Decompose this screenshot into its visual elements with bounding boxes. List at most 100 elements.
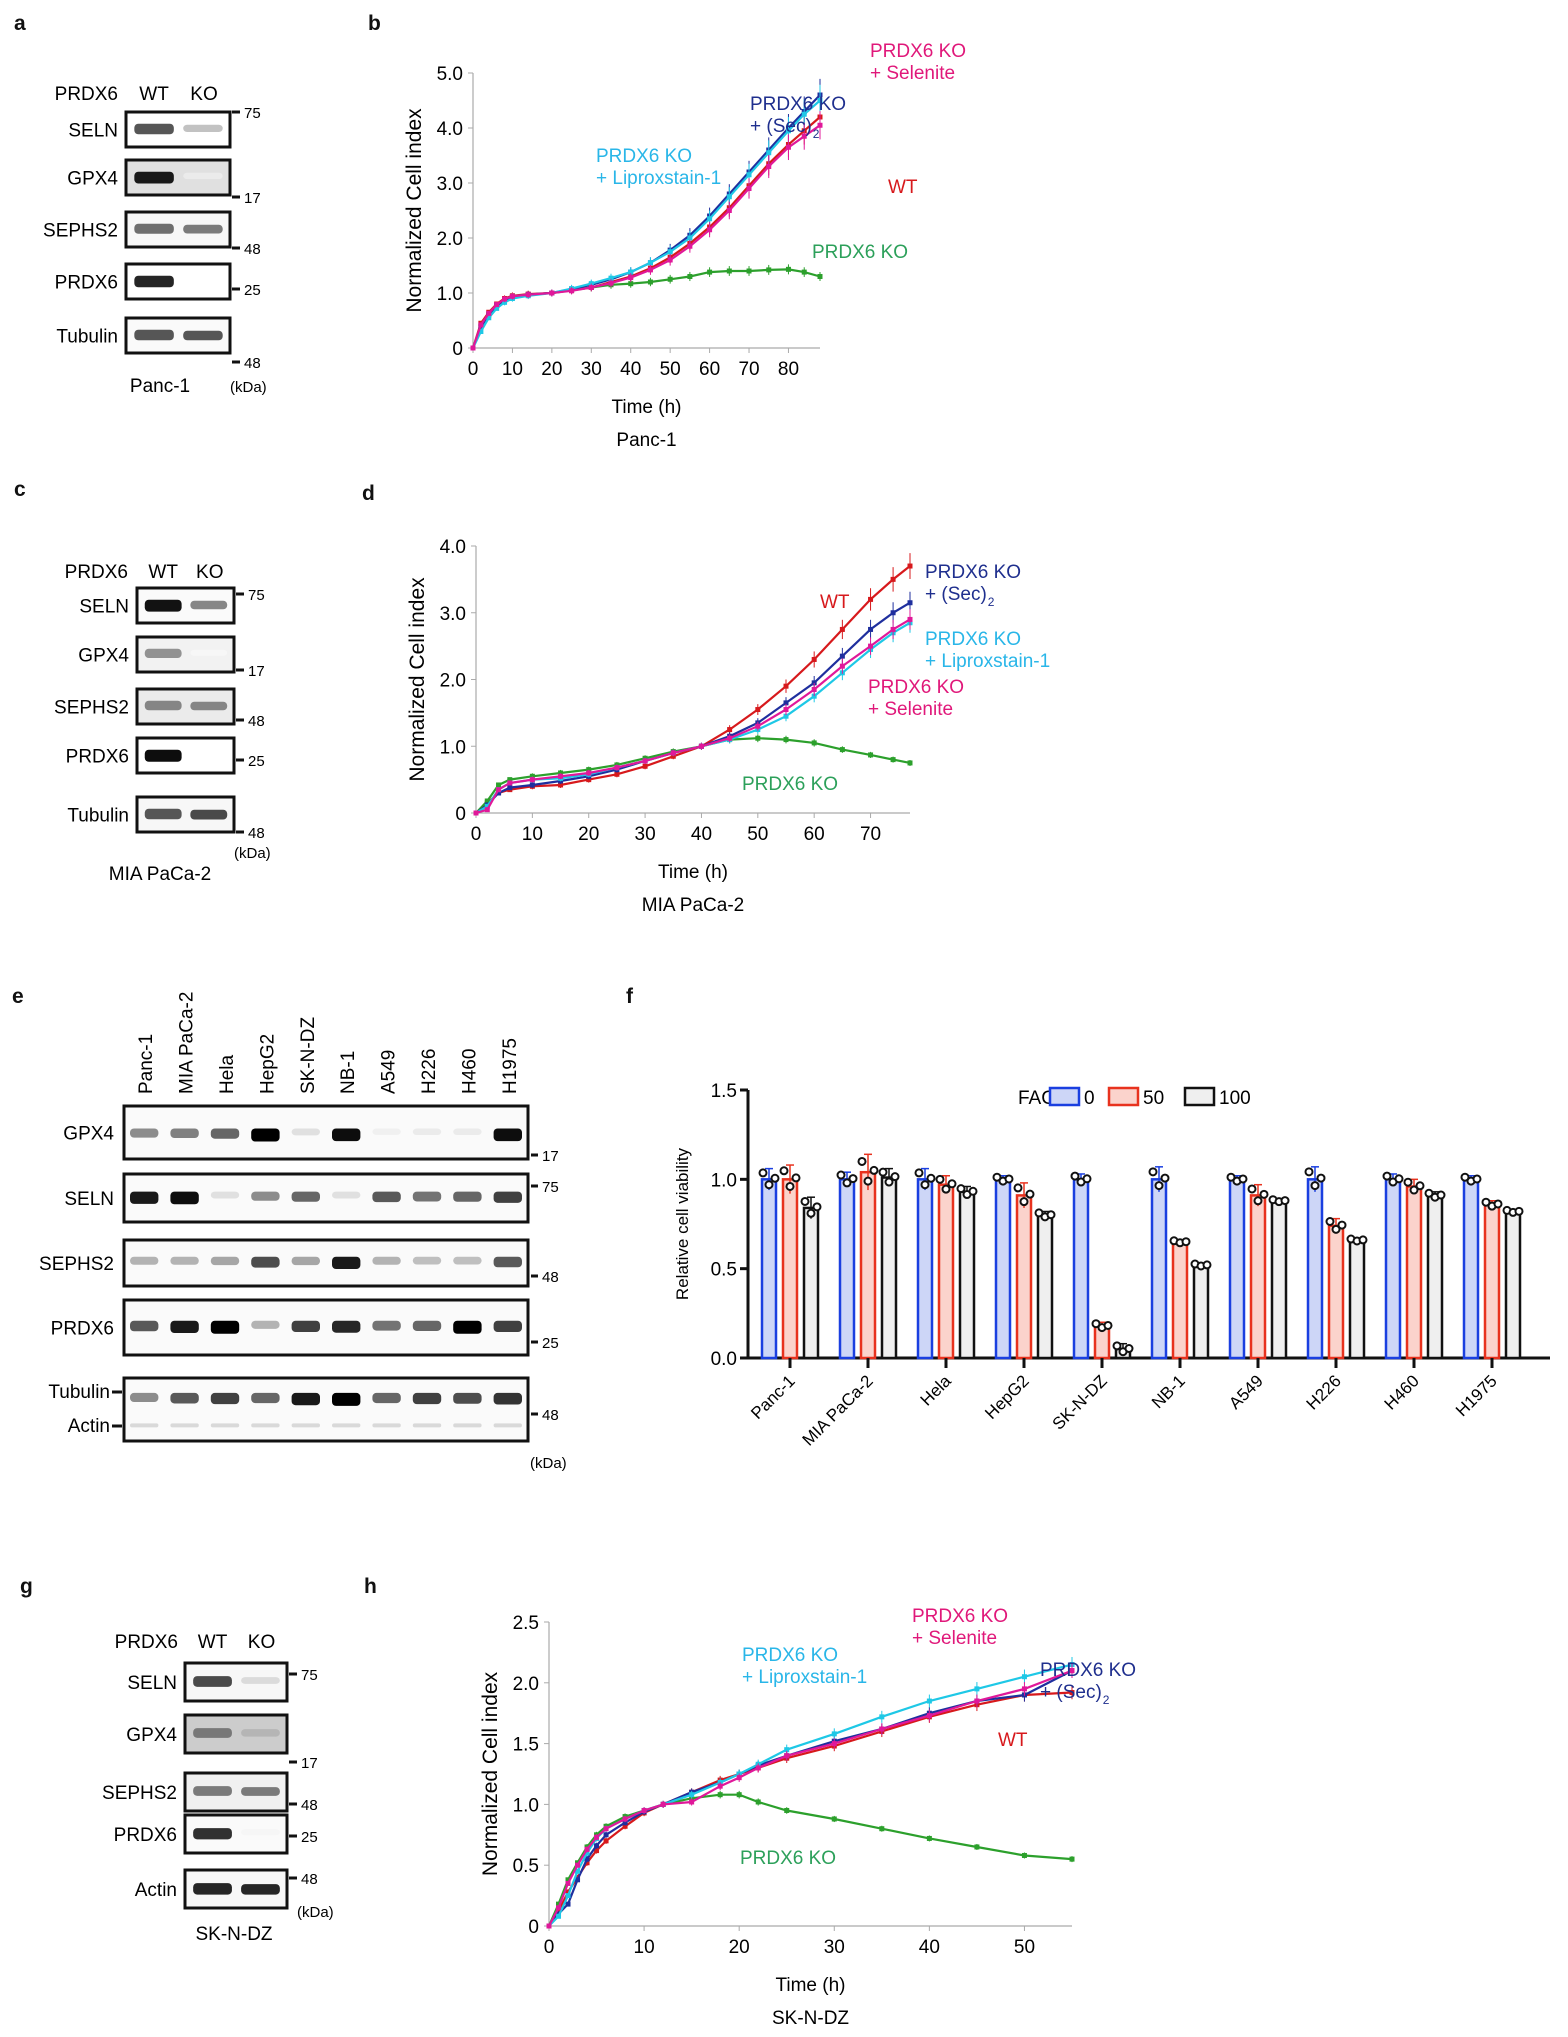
band <box>130 1128 159 1138</box>
replicate-point <box>791 1173 801 1183</box>
data-point <box>575 1868 581 1874</box>
legend-label-0: 0 <box>1084 1088 1095 1109</box>
chart-d: 0 1.0 2.0 3.0 4.0 0 10 20 30 40 50 60 70 Time (h) MIA … <box>406 537 1050 916</box>
band-actin <box>412 1423 442 1428</box>
bar-0-sk-n-dz <box>1072 1178 1090 1360</box>
x-tick-label: 0 <box>471 824 482 845</box>
blot-strip <box>122 1376 530 1443</box>
protein-label: Actin <box>68 1416 110 1437</box>
band <box>251 1392 280 1404</box>
replicate-point <box>1238 1174 1248 1184</box>
panel-letter-a: a <box>14 12 26 35</box>
y-tick-label: 1.0 <box>711 1170 737 1191</box>
x-tick-label: 80 <box>778 359 799 380</box>
band-ko <box>241 1729 280 1737</box>
replicate-point <box>857 1156 867 1166</box>
band-wt <box>134 223 174 234</box>
band-ko <box>241 1829 280 1836</box>
x-tick-label: 10 <box>502 359 523 380</box>
bar-50-nb-1 <box>1171 1240 1189 1360</box>
y-axis-label: Normalized Cell index <box>479 1671 502 1876</box>
chart-title: MIA PaCa-2 <box>642 895 744 916</box>
mw-marker-label: 25 <box>248 753 265 770</box>
panel-letter-c: c <box>14 478 26 501</box>
band-wt <box>134 329 174 341</box>
band-actin <box>251 1423 280 1428</box>
series-annotation: PRDX6 KO <box>596 146 692 167</box>
protein-label: PRDX6 <box>55 273 118 294</box>
x-tick-label: 0 <box>544 1937 555 1958</box>
x-axis-label: Time (h) <box>658 862 728 883</box>
band <box>170 1392 199 1404</box>
series-annotation: PRDX6 KO <box>925 629 1021 650</box>
lane-label: H226 <box>419 1049 440 1094</box>
y-tick-label: 0.5 <box>711 1260 737 1281</box>
x-tick-label: H1975 <box>1452 1371 1501 1420</box>
blot-group-e: Panc-1 MIA PaCa-2 Hela HepG2 SK-N-DZ NB-1 A549… <box>39 992 567 1472</box>
protein-label: Tubulin <box>48 1382 110 1403</box>
bar-0-panc-1 <box>760 1178 778 1360</box>
data-point <box>470 345 476 351</box>
x-tick-label: 10 <box>522 824 543 845</box>
replicate-point <box>1082 1174 1092 1184</box>
bar-100-nb-1 <box>1192 1263 1210 1360</box>
x-tick-label: 20 <box>541 359 562 380</box>
lane-label-ko: KO <box>190 84 217 105</box>
series-annotation: PRDX6 KO <box>870 41 966 62</box>
replicate-point <box>890 1172 900 1182</box>
y-tick-label: 0 <box>528 1917 539 1938</box>
bar-100-h460 <box>1426 1194 1444 1360</box>
mw-marker-label: 25 <box>542 1335 559 1352</box>
y-tick-label: 1.0 <box>437 284 463 305</box>
protein-label: SELN <box>127 1673 177 1694</box>
x-axis-label: Time (h) <box>775 1975 845 1996</box>
x-tick-label: 20 <box>578 824 599 845</box>
data-point <box>575 1877 581 1883</box>
band-ko <box>183 172 223 180</box>
replicate-point <box>947 1179 957 1189</box>
data-point <box>565 1880 571 1886</box>
x-tick-label: 0 <box>468 359 479 380</box>
x-tick-label: HepG2 <box>981 1371 1033 1423</box>
subscript: 2 <box>1103 1693 1110 1707</box>
bar-100-h1975 <box>1504 1210 1522 1360</box>
band-actin <box>493 1423 522 1428</box>
mw-marker-label: 48 <box>301 1871 318 1888</box>
y-tick-label: 1.0 <box>513 1795 539 1816</box>
band <box>453 1320 482 1334</box>
band-wt <box>144 749 182 762</box>
blot-group-c: PRDX6 WT KO SELN 75 GPX4 17 SEPHS2 48 PRDX6 25 Tubu… <box>54 562 271 885</box>
lane-label-wt: WT <box>139 84 169 105</box>
replicate-point <box>878 1167 888 1177</box>
replicate-point <box>1004 1174 1014 1184</box>
y-tick-label: 1.0 <box>440 737 466 758</box>
replicate-point <box>1460 1172 1470 1182</box>
mw-marker-label: 48 <box>301 1797 318 1814</box>
bar-100-hepg2 <box>1036 1213 1054 1360</box>
band-actin <box>332 1423 361 1428</box>
series-annotation: WT <box>820 592 850 613</box>
legend-swatch-50 <box>1107 1086 1140 1107</box>
data-point <box>565 1901 571 1907</box>
protein-label: GPX4 <box>78 646 129 667</box>
replicate-point <box>764 1180 774 1190</box>
lane-label: Panc-1 <box>136 1034 157 1094</box>
subscript: 2 <box>988 595 995 609</box>
data-point <box>478 329 484 334</box>
x-tick-label: NB-1 <box>1148 1371 1189 1412</box>
bar-50-h1975 <box>1483 1203 1501 1360</box>
band <box>332 1392 361 1406</box>
series-annotation-line2: + Liproxstain-1 <box>596 168 721 189</box>
legend-label-50: 50 <box>1143 1088 1164 1109</box>
replicate-point <box>1160 1173 1170 1183</box>
panel-letter-d: d <box>362 482 375 505</box>
lane-label: H1975 <box>500 1038 521 1094</box>
bar-100-a549 <box>1270 1199 1288 1360</box>
legend-swatch-100 <box>1183 1086 1216 1107</box>
replicate-point <box>1337 1220 1347 1230</box>
data-point <box>565 1889 571 1895</box>
subscript: 2 <box>813 127 820 141</box>
x-tick-label: H226 <box>1303 1371 1345 1413</box>
band <box>372 1191 401 1203</box>
band-wt <box>144 648 182 658</box>
